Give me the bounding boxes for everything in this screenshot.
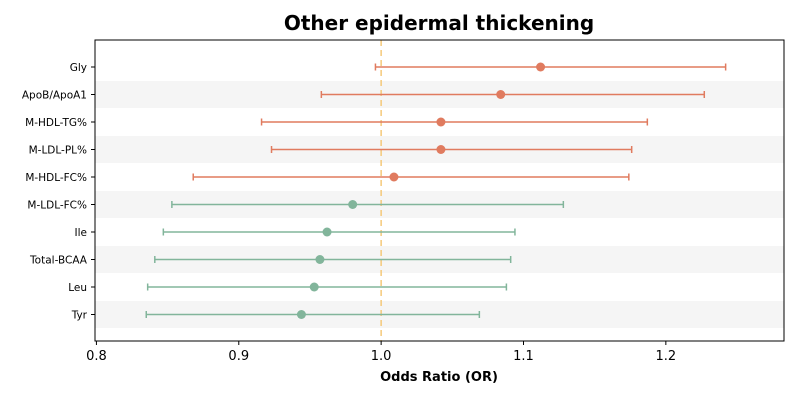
- y-tick-label: M-LDL-FC%: [27, 200, 87, 212]
- or-point: [389, 172, 399, 182]
- x-tick-label: 0.9: [228, 349, 249, 364]
- or-point: [322, 227, 332, 237]
- or-point: [436, 145, 446, 154]
- x-axis: 0.8 0.9 1.0 1.1 1.2: [86, 341, 676, 364]
- y-tick-label: Tyr: [71, 310, 88, 322]
- or-point: [536, 62, 546, 72]
- or-point: [296, 310, 306, 319]
- y-axis: Gly ApoB/ApoA1 M-HDL-TG% M-LDL-PL% M-HDL-FC%…: [22, 62, 95, 322]
- or-point: [496, 90, 506, 99]
- series-group: [145, 62, 727, 319]
- or-point: [309, 282, 319, 292]
- chart-title: Other epidermal thickening: [284, 11, 594, 35]
- y-tick-label: M-LDL-PL%: [29, 145, 87, 157]
- y-tick-label: Gly: [70, 62, 87, 74]
- y-tick-label: Leu: [68, 282, 87, 294]
- or-point: [348, 200, 358, 209]
- plot-frame: [94, 39, 785, 342]
- y-tick-label: Ile: [75, 227, 87, 239]
- y-tick-label: M-HDL-FC%: [25, 172, 87, 184]
- x-tick-label: 1.0: [371, 349, 392, 364]
- x-tick-label: 1.1: [513, 349, 534, 364]
- y-tick-label: ApoB/ApoA1: [22, 90, 87, 102]
- y-tick-label: M-HDL-TG%: [25, 117, 87, 129]
- x-tick-label: 1.2: [656, 349, 677, 364]
- x-tick-label: 0.8: [86, 349, 107, 364]
- y-tick-label: Total-BCAA: [29, 255, 88, 267]
- or-point: [436, 117, 446, 127]
- or-point: [315, 255, 325, 264]
- x-axis-label: Odds Ratio (OR): [380, 370, 498, 385]
